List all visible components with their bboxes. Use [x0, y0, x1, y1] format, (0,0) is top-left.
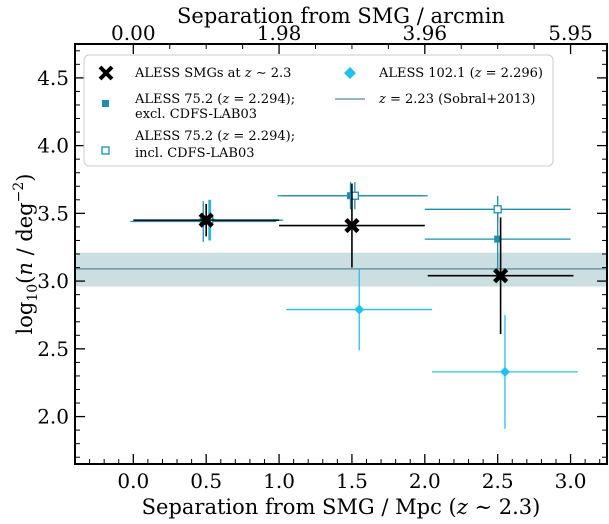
x-tick-label: 0.0	[117, 469, 149, 493]
legend-marker-75-2-excl	[102, 100, 109, 107]
y-axis-title: log10(n / deg−2)	[11, 174, 41, 335]
x-tick-label: 3.0	[555, 469, 587, 493]
legend-marker-102-1	[344, 67, 356, 79]
legend-label-75-2-excl: ALESS 75.2 (z = 2.294);	[134, 92, 295, 107]
legend-label-sobral: z = 2.23 (Sobral+2013)	[378, 92, 535, 107]
data-layer	[130, 182, 578, 429]
legend-label-smg: ALESS SMGs at z ∼ 2.3	[134, 66, 291, 81]
legend-label-75-2-incl-line2: incl. CDFS-LAB03	[135, 146, 255, 161]
data-point	[493, 268, 509, 284]
legend-marker-smg	[98, 65, 114, 81]
legend-label-75-2-incl: ALESS 75.2 (z = 2.294);	[134, 129, 295, 144]
series-2	[136, 182, 571, 241]
top-tick-label: 1.98	[257, 21, 302, 45]
reference-band	[75, 252, 607, 287]
y-tick-label: 2.5	[37, 337, 69, 361]
series-0	[133, 183, 574, 334]
data-point	[493, 205, 502, 214]
x-tick-label: 2.5	[482, 469, 514, 493]
x-axis-title: Separation from SMG / Mpc (z ∼ 2.3)	[142, 495, 541, 519]
y-tick-label: 2.0	[37, 405, 69, 429]
top-tick-label: 5.95	[548, 21, 593, 45]
x-tick-label: 0.5	[190, 469, 222, 493]
data-point	[344, 217, 360, 234]
reference-band-layer	[75, 252, 607, 287]
top-tick-label: 3.96	[403, 21, 448, 45]
tick-layer: 0.0 0.5 1.0 1.5 2.0 2.5 3.0 2.0 2.5 3.0 3.5 4.0 4.5 0…	[37, 21, 607, 493]
legend: ALESS SMGs at z ∼ 2.3 ALESS 75.2 (z = 2.…	[83, 54, 554, 167]
legend-label-102-1: ALESS 102.1 (z = 2.296)	[378, 66, 543, 81]
x-tick-label: 1.0	[263, 469, 295, 493]
x-tick-label: 2.0	[409, 469, 441, 493]
data-point	[198, 212, 214, 228]
y-tick-label: 4.5	[37, 66, 69, 90]
legend-marker-75-2-incl	[101, 146, 110, 155]
top-axis-title: Separation from SMG / arcmin	[177, 4, 505, 28]
data-point	[499, 366, 510, 377]
y-tick-label: 3.0	[37, 269, 69, 293]
data-point	[494, 235, 502, 243]
y-tick-label: 4.0	[37, 134, 69, 158]
y-tick-label: 3.5	[37, 201, 69, 225]
data-point	[354, 304, 365, 315]
legend-box	[83, 54, 554, 167]
x-tick-label: 1.5	[336, 469, 368, 493]
top-tick-label: 0.00	[111, 21, 156, 45]
legend-label-75-2-excl-line2: excl. CDFS-LAB03	[135, 107, 257, 122]
